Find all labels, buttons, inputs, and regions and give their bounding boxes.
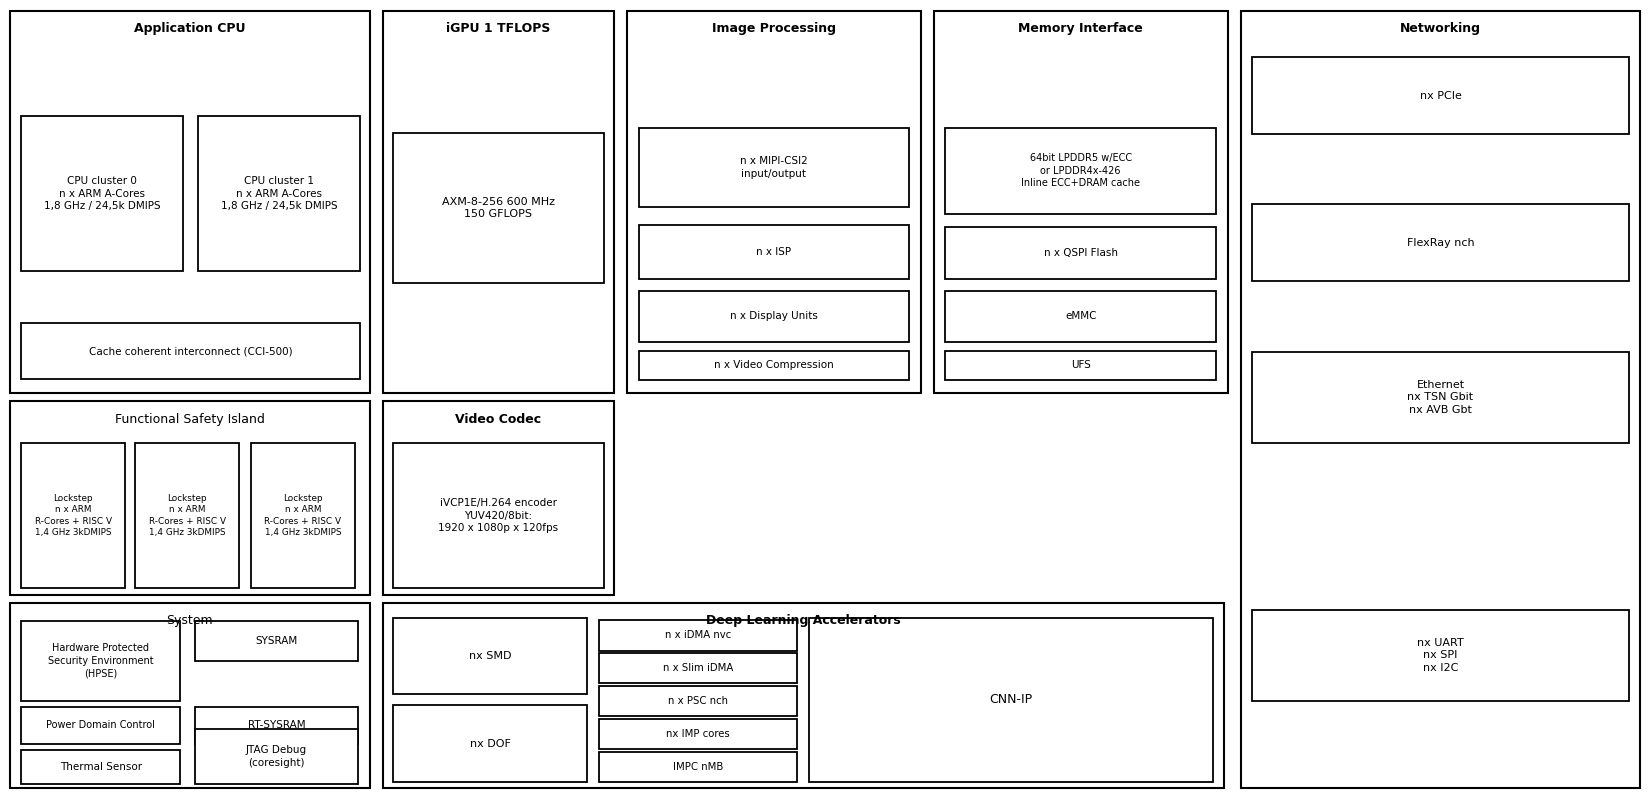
Text: Networking: Networking [1399,22,1482,35]
FancyBboxPatch shape [135,443,239,588]
Text: eMMC: eMMC [1064,311,1097,322]
FancyBboxPatch shape [21,621,180,701]
FancyBboxPatch shape [639,128,909,207]
Text: Cache coherent interconnect (CCI-500): Cache coherent interconnect (CCI-500) [89,346,292,356]
Text: Lockstep
n x ARM
R-Cores + RISC V
1,4 GHz 3kDMIPS: Lockstep n x ARM R-Cores + RISC V 1,4 GH… [35,494,112,537]
FancyBboxPatch shape [393,443,604,588]
FancyBboxPatch shape [639,351,909,380]
Text: nx UART
nx SPI
nx I2C: nx UART nx SPI nx I2C [1417,638,1464,673]
FancyBboxPatch shape [195,707,358,744]
Text: Lockstep
n x ARM
R-Cores + RISC V
1,4 GHz 3kDMIPS: Lockstep n x ARM R-Cores + RISC V 1,4 GH… [148,494,226,537]
FancyBboxPatch shape [383,603,1224,788]
FancyBboxPatch shape [195,621,358,661]
Text: JTAG Debug
(coresight): JTAG Debug (coresight) [246,745,307,768]
Text: CPU cluster 1
n x ARM A-Cores
1,8 GHz / 24,5k DMIPS: CPU cluster 1 n x ARM A-Cores 1,8 GHz / … [221,176,337,211]
FancyBboxPatch shape [599,719,797,749]
Text: n x ISP: n x ISP [756,247,792,257]
Text: Video Codec: Video Codec [455,413,541,425]
Text: nx IMP cores: nx IMP cores [667,729,729,739]
FancyBboxPatch shape [21,443,125,588]
FancyBboxPatch shape [1252,610,1629,701]
Text: n x MIPI-CSI2
input/output: n x MIPI-CSI2 input/output [739,156,808,179]
FancyBboxPatch shape [21,116,183,271]
Text: Power Domain Control: Power Domain Control [46,721,155,730]
Text: Lockstep
n x ARM
R-Cores + RISC V
1,4 GHz 3kDMIPS: Lockstep n x ARM R-Cores + RISC V 1,4 GH… [264,494,342,537]
FancyBboxPatch shape [1252,204,1629,281]
Text: Application CPU: Application CPU [134,22,246,35]
FancyBboxPatch shape [1252,57,1629,134]
Text: CNN-IP: CNN-IP [988,693,1033,706]
FancyBboxPatch shape [639,225,909,279]
FancyBboxPatch shape [945,351,1216,380]
Text: n x Video Compression: n x Video Compression [714,361,833,370]
FancyBboxPatch shape [393,618,587,694]
Text: System: System [167,614,213,627]
Text: Thermal Sensor: Thermal Sensor [59,762,142,772]
FancyBboxPatch shape [599,620,797,650]
FancyBboxPatch shape [599,653,797,683]
FancyBboxPatch shape [1241,11,1640,788]
Text: nx SMD: nx SMD [469,651,512,661]
FancyBboxPatch shape [21,323,360,379]
Text: AXM-8-256 600 MHz
150 GFLOPS: AXM-8-256 600 MHz 150 GFLOPS [442,197,554,219]
Text: n x QSPI Flash: n x QSPI Flash [1044,248,1117,259]
FancyBboxPatch shape [251,443,355,588]
FancyBboxPatch shape [195,729,358,784]
FancyBboxPatch shape [393,705,587,782]
FancyBboxPatch shape [10,11,370,393]
FancyBboxPatch shape [1252,352,1629,443]
FancyBboxPatch shape [945,128,1216,214]
FancyBboxPatch shape [10,401,370,595]
FancyBboxPatch shape [934,11,1228,393]
Text: CPU cluster 0
n x ARM A-Cores
1,8 GHz / 24,5k DMIPS: CPU cluster 0 n x ARM A-Cores 1,8 GHz / … [45,176,160,211]
Text: n x Display Units: n x Display Units [729,311,818,322]
FancyBboxPatch shape [945,227,1216,279]
FancyBboxPatch shape [808,618,1213,782]
Text: UFS: UFS [1071,361,1091,370]
Text: 64bit LPDDR5 w/ECC
or LPDDR4x-426
Inline ECC+DRAM cache: 64bit LPDDR5 w/ECC or LPDDR4x-426 Inline… [1021,153,1140,188]
FancyBboxPatch shape [627,11,921,393]
Text: SYSRAM: SYSRAM [256,636,297,646]
Text: Ethernet
nx TSN Gbit
nx AVB Gbt: Ethernet nx TSN Gbit nx AVB Gbt [1407,380,1473,415]
Text: nx DOF: nx DOF [470,739,510,749]
FancyBboxPatch shape [639,291,909,342]
Text: n x PSC nch: n x PSC nch [668,696,728,706]
Text: nx PCIe: nx PCIe [1419,91,1462,101]
FancyBboxPatch shape [198,116,360,271]
Text: IMPC nMB: IMPC nMB [673,762,723,772]
FancyBboxPatch shape [945,291,1216,342]
FancyBboxPatch shape [383,401,614,595]
Text: Memory Interface: Memory Interface [1018,22,1143,35]
FancyBboxPatch shape [10,603,370,788]
Text: Image Processing: Image Processing [711,22,837,35]
Text: iGPU 1 TFLOPS: iGPU 1 TFLOPS [446,22,551,35]
FancyBboxPatch shape [599,685,797,717]
FancyBboxPatch shape [393,133,604,283]
Text: FlexRay nch: FlexRay nch [1407,238,1473,247]
Text: RT-SYSRAM: RT-SYSRAM [248,721,305,730]
Text: Hardware Protected
Security Environment
(HPSE): Hardware Protected Security Environment … [48,643,153,678]
Text: n x iDMA nvc: n x iDMA nvc [665,630,731,640]
FancyBboxPatch shape [383,11,614,393]
FancyBboxPatch shape [21,707,180,744]
FancyBboxPatch shape [21,750,180,784]
Text: iVCP1E/H.264 encoder
YUV420/8bit:
1920 x 1080p x 120fps: iVCP1E/H.264 encoder YUV420/8bit: 1920 x… [439,498,558,533]
Text: Functional Safety Island: Functional Safety Island [116,413,264,425]
Text: n x Slim iDMA: n x Slim iDMA [663,663,733,674]
FancyBboxPatch shape [599,752,797,782]
Text: Deep Learning Accelerators: Deep Learning Accelerators [706,614,901,627]
